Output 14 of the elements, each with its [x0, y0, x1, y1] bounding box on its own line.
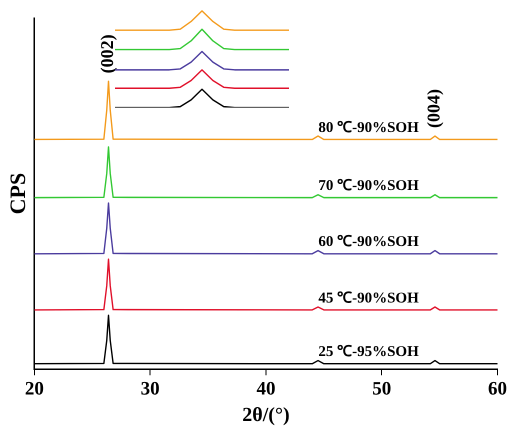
annotation: (004)	[424, 89, 444, 128]
x-tick-label: 50	[372, 378, 392, 400]
x-tick-label: 30	[140, 378, 160, 400]
x-tick-label: 20	[24, 378, 44, 400]
series-label: 45 ℃-90%SOH	[318, 290, 420, 306]
series-label: 60 ℃-90%SOH	[318, 234, 420, 250]
x-axis-title: 2θ/(°)	[242, 404, 290, 426]
annotation: (002)	[97, 34, 118, 74]
series-label: 25 ℃-95%SOH	[318, 344, 420, 360]
x-tick-label: 40	[256, 378, 276, 400]
x-tick-label: 60	[488, 378, 507, 400]
y-axis-title: CPS	[4, 172, 30, 214]
series-label: 80 ℃-90%SOH	[318, 120, 420, 136]
series-label: 70 ℃-90%SOH	[318, 178, 420, 194]
